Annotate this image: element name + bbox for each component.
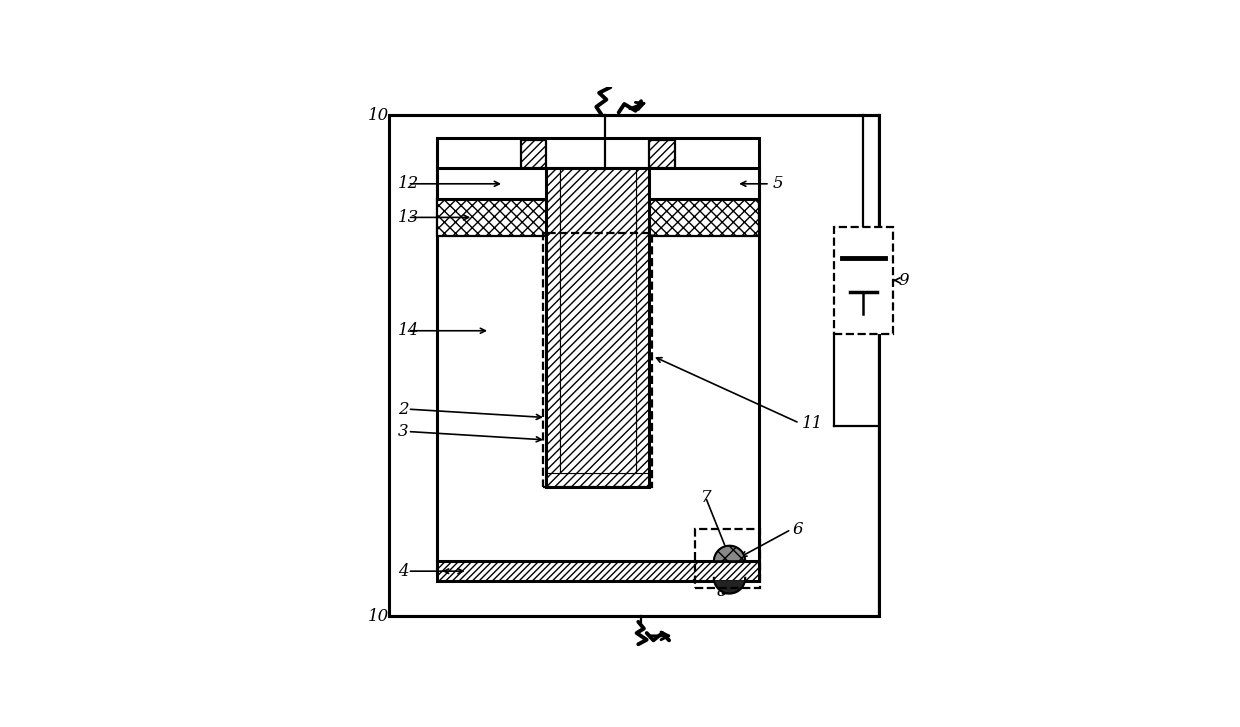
Text: 5: 5 (773, 175, 784, 193)
Polygon shape (521, 140, 546, 169)
Text: 11: 11 (802, 414, 823, 432)
Text: 7: 7 (701, 489, 712, 505)
Text: 9: 9 (899, 272, 909, 289)
Polygon shape (835, 228, 893, 334)
Polygon shape (714, 578, 745, 593)
Text: 10: 10 (368, 107, 389, 124)
Polygon shape (650, 140, 675, 169)
Text: 12: 12 (398, 175, 419, 193)
Text: 2: 2 (398, 401, 408, 417)
Polygon shape (436, 199, 759, 236)
Polygon shape (546, 473, 650, 488)
Polygon shape (389, 115, 879, 616)
Polygon shape (436, 169, 759, 199)
Text: 8: 8 (717, 582, 728, 600)
Polygon shape (560, 169, 635, 473)
Polygon shape (546, 169, 560, 488)
Text: 4: 4 (398, 563, 408, 579)
Polygon shape (436, 561, 759, 581)
Text: 6: 6 (792, 521, 802, 538)
Text: 3: 3 (398, 423, 408, 440)
Text: 13: 13 (398, 209, 419, 226)
Text: 14: 14 (398, 322, 419, 340)
Text: +: + (869, 235, 885, 253)
Polygon shape (436, 137, 759, 571)
Text: 10: 10 (368, 608, 389, 624)
Polygon shape (714, 546, 745, 561)
Polygon shape (635, 169, 650, 488)
Text: −: − (868, 313, 882, 332)
